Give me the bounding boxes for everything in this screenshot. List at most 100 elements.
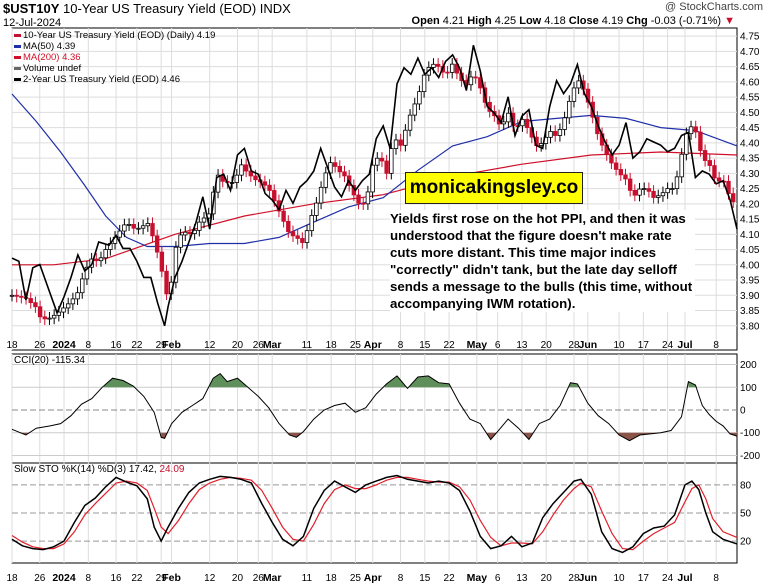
low-label: Low: [519, 15, 542, 27]
x-tick-label-bottom: 17: [638, 573, 650, 584]
x-tick-label-top: 20: [232, 340, 244, 351]
sto-d-value: 24.09: [159, 464, 185, 475]
x-tick-label-top: 29: [156, 340, 168, 351]
legend-swatch-ma200: [14, 55, 21, 59]
candle-body: [435, 63, 441, 67]
candle-body: [712, 165, 717, 179]
sto-label-text: Slow STO %K(14) %D(3) 17.42,: [14, 464, 157, 475]
candle-body: [730, 193, 736, 203]
candle-body: [370, 164, 375, 193]
candle-body: [323, 172, 328, 188]
candle-body: [267, 184, 272, 191]
x-tick-label-top: 17: [638, 340, 650, 351]
candle-body: [407, 114, 413, 131]
candle-body: [632, 190, 638, 196]
candle-body: [389, 148, 394, 174]
candle-body: [642, 188, 647, 190]
x-tick-label-bottom: 29: [156, 573, 168, 584]
x-tick-label-bottom: 12: [204, 573, 216, 584]
x-tick-label-bottom: 13: [516, 573, 528, 584]
x-tick-label-bottom: 8: [398, 573, 404, 584]
y-tick-label: 4.60: [740, 77, 760, 88]
cci-tick-label: 100: [740, 383, 757, 394]
x-tick-label-bottom: 26: [253, 573, 265, 584]
candle-body: [178, 234, 183, 248]
x-tick-label-top: 26: [253, 340, 265, 351]
candle-body: [637, 188, 642, 196]
sto-k-line: [11, 474, 738, 554]
candle-body: [656, 195, 661, 198]
candle-body: [473, 76, 478, 79]
cci-oversold-fill: [20, 432, 738, 441]
candle-body: [19, 295, 24, 298]
cci-tick-label: -100: [740, 428, 760, 439]
x-tick-label-top: Feb: [162, 339, 181, 351]
candle-body: [651, 190, 656, 198]
x-tick-label-top: 18: [6, 340, 18, 351]
ohlc-summary: Open 4.21 High 4.25 Low 4.18 Close 4.19 …: [412, 15, 735, 27]
down-arrow-icon: ▼: [724, 15, 735, 27]
panel-frame-1: [11, 353, 738, 464]
x-tick-label-top: 16: [111, 340, 123, 351]
candle-body: [698, 131, 703, 151]
cci-tick-label: -200: [740, 451, 760, 462]
candle-body: [304, 230, 310, 243]
candle-body: [342, 171, 347, 177]
candle-body: [576, 80, 581, 89]
sto-tick-label: 20: [740, 537, 752, 548]
candle-body: [716, 177, 722, 182]
legend-swatch-volume: [14, 66, 21, 70]
y-tick-label: 3.80: [740, 321, 760, 332]
x-tick-label-top: 13: [516, 340, 528, 351]
candle-body: [290, 231, 296, 237]
candle-body: [98, 257, 104, 262]
candle-body: [553, 130, 558, 136]
candle-body: [197, 221, 202, 231]
x-tick-label-bottom: Apr: [364, 572, 382, 584]
candle-body: [421, 74, 427, 93]
x-tick-label-bottom: Jun: [579, 572, 598, 584]
legend-ma50-label: MA(50) 4.39: [23, 41, 76, 52]
candle-body: [295, 235, 300, 239]
candle-body: [47, 317, 52, 320]
x-tick-label-top: Mar: [263, 339, 282, 351]
candle-body: [613, 162, 619, 170]
candle-body: [126, 224, 132, 226]
candle-body: [562, 117, 567, 130]
candle-body: [356, 194, 361, 204]
candle-body: [65, 303, 71, 309]
candle-body: [609, 154, 614, 164]
x-tick-label-top: 20: [541, 340, 553, 351]
candle-body: [646, 188, 652, 192]
candle-body: [253, 175, 258, 181]
annotation-text: Yields first rose on the hot PPI, and th…: [390, 210, 695, 312]
candle-body: [398, 139, 403, 146]
x-tick-label-top: 28: [568, 340, 580, 351]
x-tick-label-bottom: 11: [302, 573, 313, 584]
x-tick-label-top: 6: [495, 340, 501, 351]
y-tick-label: 4.50: [740, 108, 760, 119]
x-tick-label-bottom: 20: [541, 573, 553, 584]
candle-body: [84, 266, 90, 280]
symbol-exchange: INDX: [259, 1, 291, 16]
candle-body: [318, 186, 324, 204]
candle-body: [571, 87, 577, 102]
candle-body: [693, 126, 698, 133]
x-tick-label-top: 15: [419, 340, 431, 351]
candle-body: [201, 217, 207, 223]
legend-main: 10-Year US Treasury Yield (EOD) (Daily) …: [14, 30, 215, 41]
candle-body: [234, 174, 239, 183]
candle-body: [468, 76, 474, 86]
legend-ma200-label: MA(200) 4.36: [23, 52, 81, 63]
x-tick-label-bottom: 2024: [52, 572, 76, 584]
candle-body: [131, 224, 136, 229]
candle-body: [445, 71, 450, 74]
x-tick-label-bottom: 22: [444, 573, 456, 584]
legend-2y-label: 2-Year US Treasury Yield (EOD) 4.46: [23, 74, 180, 85]
legend-ma200: MA(200) 4.36: [14, 52, 81, 63]
x-tick-label-top: 25: [350, 340, 362, 351]
legend-main-label: 10-Year US Treasury Yield (EOD) (Daily) …: [23, 30, 216, 41]
x-tick-label-bottom: Mar: [263, 572, 282, 584]
y-tick-label: 4.05: [740, 245, 760, 256]
y-tick-label: 4.35: [740, 154, 760, 165]
